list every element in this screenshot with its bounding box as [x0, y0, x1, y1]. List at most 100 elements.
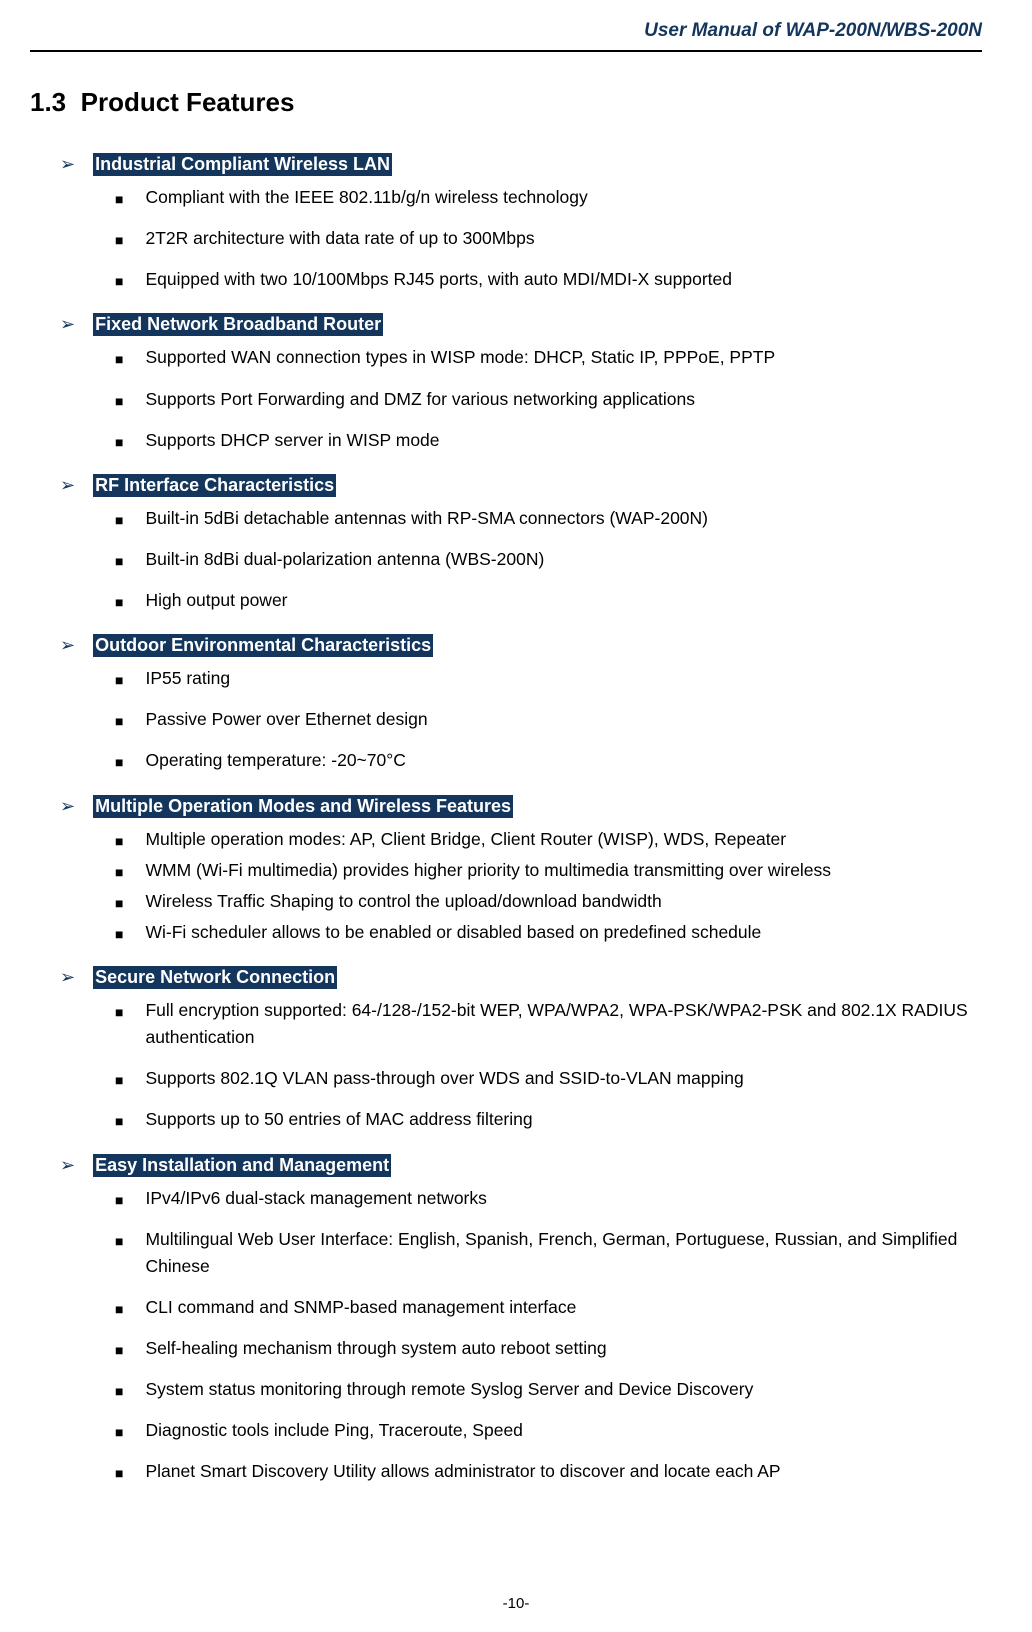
arrow-bullet-icon: ➢	[60, 635, 75, 656]
feature-item-text: IPv4/IPv6 dual-stack management networks	[145, 1185, 982, 1212]
section-title: 1.3 Product Features	[30, 87, 982, 118]
square-bullet-icon: ■	[115, 1111, 123, 1133]
feature-item: ■ High output power	[115, 587, 982, 614]
square-bullet-icon: ■	[115, 831, 123, 853]
feature-item-text: Built-in 5dBi detachable antennas with R…	[145, 505, 982, 532]
arrow-bullet-icon: ➢	[60, 314, 75, 335]
feature-item: ■Operating temperature: -20~70°C	[115, 747, 982, 774]
feature-group: ➢ Secure Network Connection ■ Full encrypti…	[30, 966, 982, 1134]
section-number: 1.3	[30, 87, 66, 117]
feature-item: ■ Supports DHCP server in WISP mode	[115, 427, 982, 454]
square-bullet-icon: ■	[115, 1381, 123, 1403]
square-bullet-icon: ■	[115, 1190, 123, 1212]
feature-header: ➢Multiple Operation Modes and Wireless F…	[60, 795, 982, 818]
feature-content: ➢ Industrial Compliant Wireless LAN ■ Compl…	[30, 153, 982, 1486]
feature-header: ➢Easy Installation and Management	[60, 1154, 982, 1177]
square-bullet-icon: ■	[115, 1070, 123, 1092]
feature-item-text: Supports DHCP server in WISP mode	[145, 427, 982, 454]
feature-group: ➢RF Interface Characteristics ■ Built-in 5…	[30, 474, 982, 614]
feature-header: ➢ Outdoor Environmental Characteristics	[60, 634, 982, 657]
feature-item-text: Supports up to 50 entries of MAC address…	[145, 1106, 982, 1133]
feature-item: ■Supports Port Forwarding and DMZ for va…	[115, 386, 982, 413]
feature-item: ■ CLI command and SNMP-based management i…	[115, 1294, 982, 1321]
feature-item: ■ System status monitoring through remote…	[115, 1376, 982, 1403]
feature-item-text: System status monitoring through remote …	[145, 1376, 982, 1403]
feature-items: ■ Full encryption supported: 64-/128-/152…	[60, 997, 982, 1134]
page-header: User Manual of WAP-200N/WBS-200N	[30, 20, 982, 52]
feature-title: Secure Network Connection	[93, 966, 337, 989]
feature-item: ■ 2T2R architecture with data rate of up …	[115, 225, 982, 252]
feature-item-text: Compliant with the IEEE 802.11b/g/n wire…	[145, 184, 982, 211]
feature-item-text: Diagnostic tools include Ping, Tracerout…	[145, 1417, 982, 1444]
feature-group: ➢ Outdoor Environmental Characteristics ■ I…	[30, 634, 982, 774]
feature-item-text: Planet Smart Discovery Utility allows ad…	[145, 1458, 982, 1485]
feature-item: ■Supported WAN connection types in WISP …	[115, 344, 982, 371]
feature-item-text: Operating temperature: -20~70°C	[145, 747, 982, 774]
feature-item-text: High output power	[145, 587, 982, 614]
feature-item: ■ Wireless Traffic Shaping to control the…	[115, 888, 982, 915]
feature-item-text: Supported WAN connection types in WISP m…	[145, 344, 982, 371]
feature-group: ➢Multiple Operation Modes and Wireless F…	[30, 795, 982, 947]
square-bullet-icon: ■	[115, 1231, 123, 1253]
square-bullet-icon: ■	[115, 1463, 123, 1485]
arrow-bullet-icon: ➢	[60, 967, 75, 988]
feature-header: ➢Fixed Network Broadband Router	[60, 313, 982, 336]
feature-item-text: Passive Power over Ethernet design	[145, 706, 982, 733]
feature-item-text: 2T2R architecture with data rate of up t…	[145, 225, 982, 252]
page-number: -10-	[0, 1595, 1032, 1612]
feature-header: ➢RF Interface Characteristics	[60, 474, 982, 497]
square-bullet-icon: ■	[115, 271, 123, 293]
feature-item: ■ Multilingual Web User Interface: Englis…	[115, 1226, 982, 1280]
feature-item-text: IP55 rating	[145, 665, 982, 692]
feature-item: ■Diagnostic tools include Ping, Tracerou…	[115, 1417, 982, 1444]
square-bullet-icon: ■	[115, 551, 123, 573]
feature-item: ■ Multiple operation modes: AP, Client Br…	[115, 826, 982, 853]
square-bullet-icon: ■	[115, 1002, 123, 1024]
feature-item-text: CLI command and SNMP-based management in…	[145, 1294, 982, 1321]
square-bullet-icon: ■	[115, 670, 123, 692]
feature-item-text: Equipped with two 10/100Mbps RJ45 ports,…	[145, 266, 982, 293]
feature-item: ■ IPv4/IPv6 dual-stack management network…	[115, 1185, 982, 1212]
square-bullet-icon: ■	[115, 711, 123, 733]
feature-items: ■ Multiple operation modes: AP, Client Br…	[60, 826, 982, 947]
square-bullet-icon: ■	[115, 592, 123, 614]
feature-title: Multiple Operation Modes and Wireless Fe…	[93, 795, 513, 818]
feature-item-text: Built-in 8dBi dual-polarization antenna …	[145, 546, 982, 573]
feature-title: RF Interface Characteristics	[93, 474, 336, 497]
square-bullet-icon: ■	[115, 230, 123, 252]
square-bullet-icon: ■	[115, 189, 123, 211]
feature-item-text: Multilingual Web User Interface: English…	[145, 1226, 982, 1280]
arrow-bullet-icon: ➢	[60, 1155, 75, 1176]
feature-item-text: Wireless Traffic Shaping to control the …	[145, 888, 982, 915]
square-bullet-icon: ■	[115, 924, 123, 946]
feature-group: ➢Easy Installation and Management ■ IPv4/I…	[30, 1154, 982, 1486]
feature-group: ➢ Industrial Compliant Wireless LAN ■ Compl…	[30, 153, 982, 293]
square-bullet-icon: ■	[115, 1340, 123, 1362]
feature-title: Outdoor Environmental Characteristics	[93, 634, 433, 657]
square-bullet-icon: ■	[115, 893, 123, 915]
feature-item: ■ Passive Power over Ethernet design	[115, 706, 982, 733]
feature-item: ■ WMM (Wi-Fi multimedia) provides higher …	[115, 857, 982, 884]
feature-item: ■ Compliant with the IEEE 802.11b/g/n wir…	[115, 184, 982, 211]
square-bullet-icon: ■	[115, 432, 123, 454]
feature-item-text: Full encryption supported: 64-/128-/152-…	[145, 997, 982, 1051]
feature-group: ➢Fixed Network Broadband Router■Supporte…	[30, 313, 982, 453]
feature-item: ■ Self-healing mechanism through system a…	[115, 1335, 982, 1362]
feature-item-text: Supports 802.1Q VLAN pass-through over W…	[145, 1065, 982, 1092]
feature-item: ■ IP55 rating	[115, 665, 982, 692]
feature-item-text: Multiple operation modes: AP, Client Bri…	[145, 826, 982, 853]
feature-item-text: Self-healing mechanism through system au…	[145, 1335, 982, 1362]
feature-item-text: WMM (Wi-Fi multimedia) provides higher p…	[145, 857, 982, 884]
feature-item: ■ Full encryption supported: 64-/128-/152…	[115, 997, 982, 1051]
square-bullet-icon: ■	[115, 1299, 123, 1321]
feature-item-text: Wi-Fi scheduler allows to be enabled or …	[145, 919, 982, 946]
feature-header: ➢ Industrial Compliant Wireless LAN	[60, 153, 982, 176]
feature-item: ■ Built-in 8dBi dual-polarization antenna…	[115, 546, 982, 573]
feature-items: ■ IP55 rating ■ Passive Power over Ethernet…	[60, 665, 982, 774]
arrow-bullet-icon: ➢	[60, 154, 75, 175]
feature-title: Industrial Compliant Wireless LAN	[93, 153, 392, 176]
feature-item: ■ Planet Smart Discovery Utility allows a…	[115, 1458, 982, 1485]
feature-items: ■ Compliant with the IEEE 802.11b/g/n wir…	[60, 184, 982, 293]
square-bullet-icon: ■	[115, 862, 123, 884]
feature-item-text: Supports Port Forwarding and DMZ for var…	[145, 386, 982, 413]
